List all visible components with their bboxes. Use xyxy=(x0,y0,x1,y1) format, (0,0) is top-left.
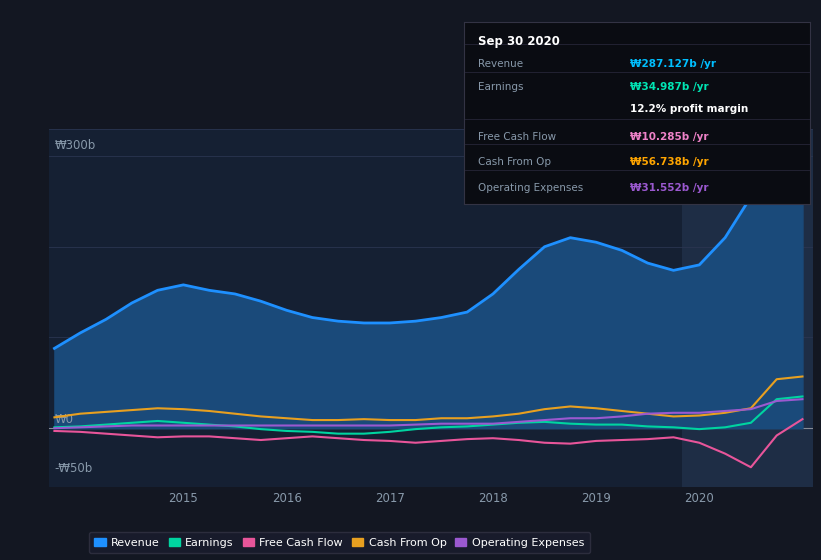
Text: Revenue: Revenue xyxy=(478,59,523,69)
Text: ₩10.285b /yr: ₩10.285b /yr xyxy=(631,132,709,142)
Text: 12.2% profit margin: 12.2% profit margin xyxy=(631,104,749,114)
Text: Sep 30 2020: Sep 30 2020 xyxy=(478,35,560,48)
Text: ₩287.127b /yr: ₩287.127b /yr xyxy=(631,59,716,69)
Bar xyxy=(681,129,813,487)
Text: Earnings: Earnings xyxy=(478,82,523,92)
Text: Free Cash Flow: Free Cash Flow xyxy=(478,132,556,142)
Text: ₩300b: ₩300b xyxy=(54,139,96,152)
Text: ₩34.987b /yr: ₩34.987b /yr xyxy=(631,82,709,92)
Text: ₩56.738b /yr: ₩56.738b /yr xyxy=(631,157,709,167)
Text: ₩31.552b /yr: ₩31.552b /yr xyxy=(631,183,709,193)
Text: Cash From Op: Cash From Op xyxy=(478,157,551,167)
Text: ₩0: ₩0 xyxy=(54,413,73,426)
Legend: Revenue, Earnings, Free Cash Flow, Cash From Op, Operating Expenses: Revenue, Earnings, Free Cash Flow, Cash … xyxy=(89,532,590,553)
Text: Operating Expenses: Operating Expenses xyxy=(478,183,583,193)
Text: -₩50b: -₩50b xyxy=(54,463,93,475)
